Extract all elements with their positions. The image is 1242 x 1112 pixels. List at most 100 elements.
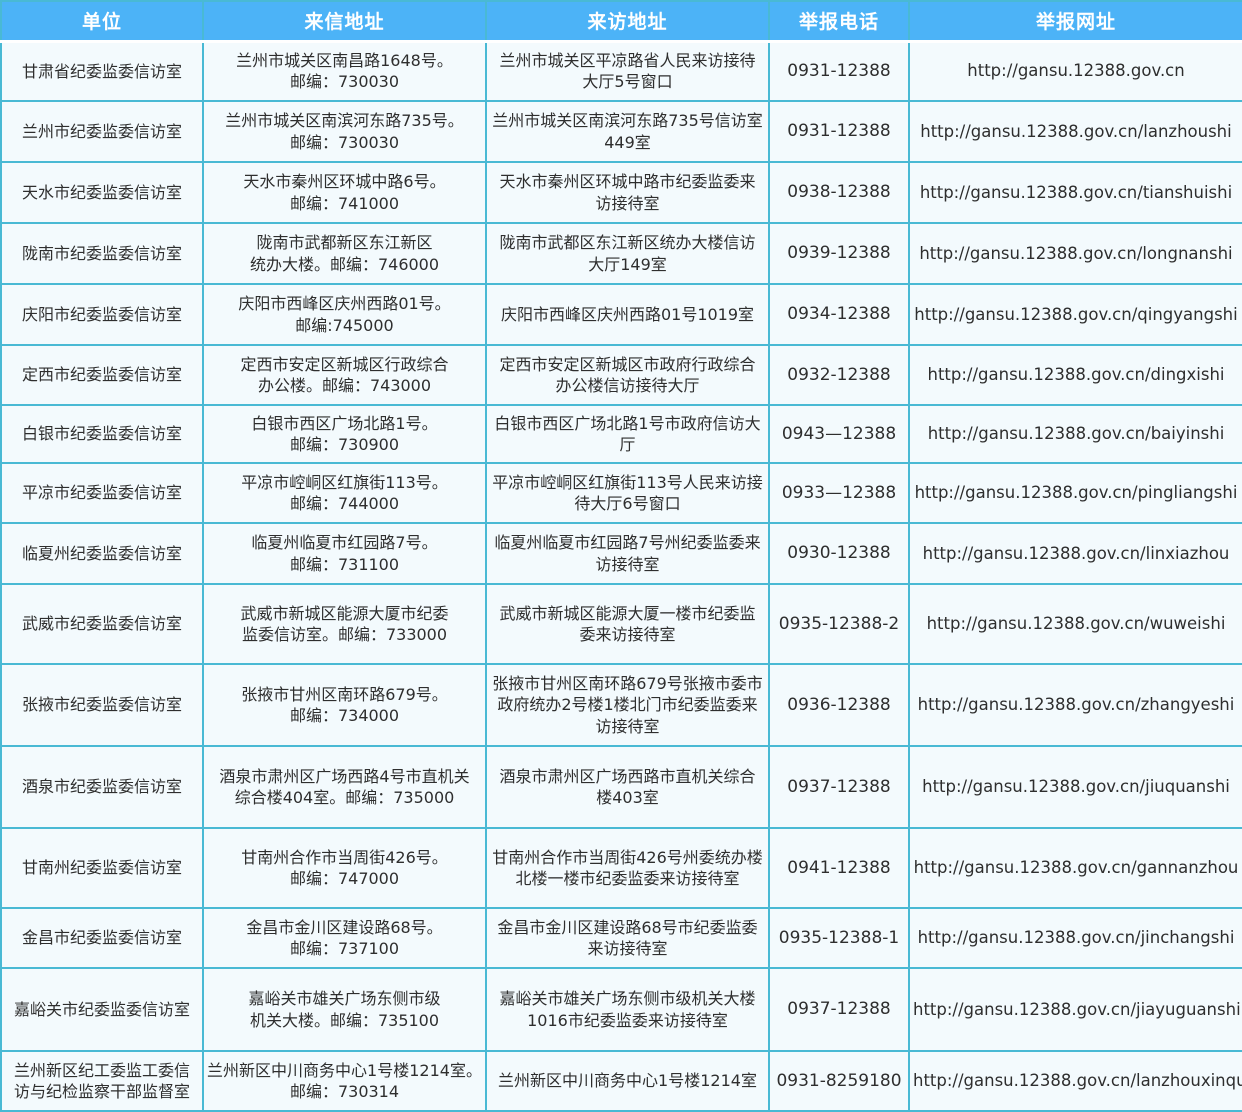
website-cell: http://gansu.12388.gov.cn/zhangyeshi bbox=[908, 663, 1242, 747]
website-cell: http://gansu.12388.gov.cn/tianshuishi bbox=[908, 161, 1242, 224]
mail-address-cell: 白银市西区广场北路1号。 邮编：730900 bbox=[202, 404, 487, 464]
phone-cell: 0935-12388-2 bbox=[768, 583, 910, 665]
table-row: 兰州新区纪工委监工委信 访与纪检监察干部监督室 兰州新区中川商务中心1号楼121… bbox=[0, 1050, 1242, 1112]
website-cell: http://gansu.12388.gov.cn/jiayuguanshi bbox=[908, 967, 1242, 1052]
phone-cell: 0931-12388 bbox=[768, 40, 910, 102]
phone-cell: 0941-12388 bbox=[768, 827, 910, 909]
phone-cell: 0939-12388 bbox=[768, 222, 910, 285]
mail-address-cell: 甘南州合作市当周街426号。 邮编：747000 bbox=[202, 827, 487, 909]
phone-cell: 0934-12388 bbox=[768, 283, 910, 346]
mail-address-cell: 张掖市甘州区南环路679号。 邮编：734000 bbox=[202, 663, 487, 747]
header-row: 单位 来信地址 来访地址 举报电话 举报网址 bbox=[0, 0, 1242, 43]
phone-cell: 0938-12388 bbox=[768, 161, 910, 224]
table-row: 临夏州纪委监委信访室 临夏州临夏市红园路7号。 邮编：731100 临夏州临夏市… bbox=[0, 522, 1242, 585]
mail-address-cell: 平凉市崆峒区红旗街113号。 邮编：744000 bbox=[202, 462, 487, 524]
column-header-visit-address: 来访地址 bbox=[485, 0, 770, 43]
unit-cell: 武威市纪委监委信访室 bbox=[0, 583, 204, 665]
table-row: 金昌市纪委监委信访室 金昌市金川区建设路68号。 邮编：737100 金昌市金川… bbox=[0, 907, 1242, 969]
website-cell: http://gansu.12388.gov.cn/dingxishi bbox=[908, 344, 1242, 406]
mail-address-cell: 嘉峪关市雄关广场东侧市级 机关大楼。邮编：735100 bbox=[202, 967, 487, 1052]
unit-cell: 兰州新区纪工委监工委信 访与纪检监察干部监督室 bbox=[0, 1050, 204, 1112]
visit-address-cell: 张掖市甘州区南环路679号张掖市委市 政府统办2号楼1楼北门市纪委监委来 访接待… bbox=[485, 663, 770, 747]
mail-address-cell: 天水市秦州区环城中路6号。 邮编：741000 bbox=[202, 161, 487, 224]
visit-address-cell: 陇南市武都区东江新区统办大楼信访 大厅149室 bbox=[485, 222, 770, 285]
visit-address-cell: 兰州新区中川商务中心1号楼1214室 bbox=[485, 1050, 770, 1112]
phone-cell: 0930-12388 bbox=[768, 522, 910, 585]
website-cell: http://gansu.12388.gov.cn bbox=[908, 40, 1242, 102]
mail-address-cell: 兰州市城关区南昌路1648号。 邮编：730030 bbox=[202, 40, 487, 102]
table-row: 甘肃省纪委监委信访室 兰州市城关区南昌路1648号。 邮编：730030 兰州市… bbox=[0, 40, 1242, 102]
mail-address-cell: 金昌市金川区建设路68号。 邮编：737100 bbox=[202, 907, 487, 969]
website-cell: http://gansu.12388.gov.cn/baiyinshi bbox=[908, 404, 1242, 464]
table-row: 定西市纪委监委信访室 定西市安定区新城区行政综合 办公楼。邮编：743000 定… bbox=[0, 344, 1242, 406]
website-cell: http://gansu.12388.gov.cn/longnanshi bbox=[908, 222, 1242, 285]
visit-address-cell: 定西市安定区新城区市政府行政综合 办公楼信访接待大厅 bbox=[485, 344, 770, 406]
mail-address-cell: 武威市新城区能源大厦市纪委 监委信访室。邮编：733000 bbox=[202, 583, 487, 665]
mail-address-cell: 定西市安定区新城区行政综合 办公楼。邮编：743000 bbox=[202, 344, 487, 406]
unit-cell: 甘肃省纪委监委信访室 bbox=[0, 40, 204, 102]
visit-address-cell: 白银市西区广场北路1号市政府信访大 厅 bbox=[485, 404, 770, 464]
phone-cell: 0933—12388 bbox=[768, 462, 910, 524]
unit-cell: 庆阳市纪委监委信访室 bbox=[0, 283, 204, 346]
unit-cell: 白银市纪委监委信访室 bbox=[0, 404, 204, 464]
unit-cell: 酒泉市纪委监委信访室 bbox=[0, 745, 204, 829]
unit-cell: 定西市纪委监委信访室 bbox=[0, 344, 204, 406]
table-row: 天水市纪委监委信访室 天水市秦州区环城中路6号。 邮编：741000 天水市秦州… bbox=[0, 161, 1242, 224]
mail-address-cell: 酒泉市肃州区广场西路4号市直机关 综合楼404室。邮编：735000 bbox=[202, 745, 487, 829]
unit-cell: 兰州市纪委监委信访室 bbox=[0, 100, 204, 163]
website-cell: http://gansu.12388.gov.cn/pingliangshi bbox=[908, 462, 1242, 524]
unit-cell: 金昌市纪委监委信访室 bbox=[0, 907, 204, 969]
website-cell: http://gansu.12388.gov.cn/lanzhouxinqu bbox=[908, 1050, 1242, 1112]
table-row: 兰州市纪委监委信访室 兰州市城关区南滨河东路735号。 邮编：730030 兰州… bbox=[0, 100, 1242, 163]
table-row: 白银市纪委监委信访室 白银市西区广场北路1号。 邮编：730900 白银市西区广… bbox=[0, 404, 1242, 464]
table-row: 武威市纪委监委信访室 武威市新城区能源大厦市纪委 监委信访室。邮编：733000… bbox=[0, 583, 1242, 665]
visit-address-cell: 平凉市崆峒区红旗街113号人民来访接 待大厅6号窗口 bbox=[485, 462, 770, 524]
visit-address-cell: 天水市秦州区环城中路市纪委监委来 访接待室 bbox=[485, 161, 770, 224]
table-row: 陇南市纪委监委信访室 陇南市武都新区东江新区 统办大楼。邮编：746000 陇南… bbox=[0, 222, 1242, 285]
column-header-mail-address: 来信地址 bbox=[202, 0, 487, 43]
table-row: 酒泉市纪委监委信访室 酒泉市肃州区广场西路4号市直机关 综合楼404室。邮编：7… bbox=[0, 745, 1242, 829]
phone-cell: 0932-12388 bbox=[768, 344, 910, 406]
visit-address-cell: 武威市新城区能源大厦一楼市纪委监 委来访接待室 bbox=[485, 583, 770, 665]
visit-address-cell: 酒泉市肃州区广场西路市直机关综合 楼403室 bbox=[485, 745, 770, 829]
visit-address-cell: 甘南州合作市当周街426号州委统办楼 北楼一楼市纪委监委来访接待室 bbox=[485, 827, 770, 909]
visit-address-cell: 兰州市城关区南滨河东路735号信访室 449室 bbox=[485, 100, 770, 163]
mail-address-cell: 临夏州临夏市红园路7号。 邮编：731100 bbox=[202, 522, 487, 585]
website-cell: http://gansu.12388.gov.cn/qingyangshi bbox=[908, 283, 1242, 346]
unit-cell: 张掖市纪委监委信访室 bbox=[0, 663, 204, 747]
phone-cell: 0931-12388 bbox=[768, 100, 910, 163]
table-row: 平凉市纪委监委信访室 平凉市崆峒区红旗街113号。 邮编：744000 平凉市崆… bbox=[0, 462, 1242, 524]
phone-cell: 0937-12388 bbox=[768, 967, 910, 1052]
website-cell: http://gansu.12388.gov.cn/linxiazhou bbox=[908, 522, 1242, 585]
website-cell: http://gansu.12388.gov.cn/wuweishi bbox=[908, 583, 1242, 665]
mail-address-cell: 陇南市武都新区东江新区 统办大楼。邮编：746000 bbox=[202, 222, 487, 285]
website-cell: http://gansu.12388.gov.cn/jiuquanshi bbox=[908, 745, 1242, 829]
column-header-unit: 单位 bbox=[0, 0, 204, 43]
website-cell: http://gansu.12388.gov.cn/jinchangshi bbox=[908, 907, 1242, 969]
mail-address-cell: 兰州新区中川商务中心1号楼1214室。 邮编：730314 bbox=[202, 1050, 487, 1112]
phone-cell: 0943—12388 bbox=[768, 404, 910, 464]
phone-cell: 0935-12388-1 bbox=[768, 907, 910, 969]
phone-cell: 0937-12388 bbox=[768, 745, 910, 829]
mail-address-cell: 庆阳市西峰区庆州西路01号。 邮编:745000 bbox=[202, 283, 487, 346]
table-row: 张掖市纪委监委信访室 张掖市甘州区南环路679号。 邮编：734000 张掖市甘… bbox=[0, 663, 1242, 747]
visit-address-cell: 兰州市城关区平凉路省人民来访接待 大厅5号窗口 bbox=[485, 40, 770, 102]
unit-cell: 嘉峪关市纪委监委信访室 bbox=[0, 967, 204, 1052]
visit-address-cell: 庆阳市西峰区庆州西路01号1019室 bbox=[485, 283, 770, 346]
mail-address-cell: 兰州市城关区南滨河东路735号。 邮编：730030 bbox=[202, 100, 487, 163]
website-cell: http://gansu.12388.gov.cn/lanzhoushi bbox=[908, 100, 1242, 163]
unit-cell: 临夏州纪委监委信访室 bbox=[0, 522, 204, 585]
visit-address-cell: 金昌市金川区建设路68号市纪委监委 来访接待室 bbox=[485, 907, 770, 969]
phone-cell: 0931-8259180 bbox=[768, 1050, 910, 1112]
unit-cell: 天水市纪委监委信访室 bbox=[0, 161, 204, 224]
unit-cell: 甘南州纪委监委信访室 bbox=[0, 827, 204, 909]
unit-cell: 平凉市纪委监委信访室 bbox=[0, 462, 204, 524]
table-row: 庆阳市纪委监委信访室 庆阳市西峰区庆州西路01号。 邮编:745000 庆阳市西… bbox=[0, 283, 1242, 346]
table-row: 甘南州纪委监委信访室 甘南州合作市当周街426号。 邮编：747000 甘南州合… bbox=[0, 827, 1242, 909]
website-cell: http://gansu.12388.gov.cn/gannanzhou bbox=[908, 827, 1242, 909]
phone-cell: 0936-12388 bbox=[768, 663, 910, 747]
unit-cell: 陇南市纪委监委信访室 bbox=[0, 222, 204, 285]
table-row: 嘉峪关市纪委监委信访室 嘉峪关市雄关广场东侧市级 机关大楼。邮编：735100 … bbox=[0, 967, 1242, 1052]
visit-address-cell: 临夏州临夏市红园路7号州纪委监委来 访接待室 bbox=[485, 522, 770, 585]
